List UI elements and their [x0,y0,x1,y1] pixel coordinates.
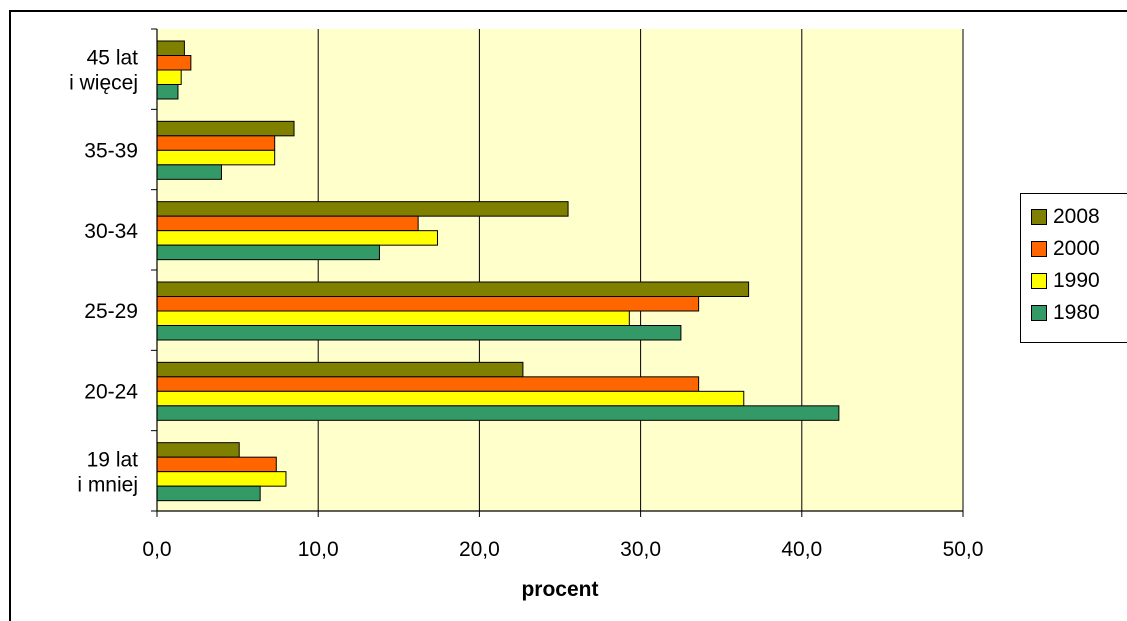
tick-labels: 0,0 10,0 20,0 30,0 40,0 50,0 [142,538,983,561]
bar [156,456,277,473]
bar [156,361,524,378]
category-label-line: 45 lat [87,47,139,70]
bar [156,135,276,151]
x-tick-label: 50,0 [943,538,984,561]
chart-frame [9,10,1127,621]
bar [156,296,700,312]
bar [156,84,179,100]
bar [156,164,222,180]
category-label: 19 lat i mniej [77,448,138,496]
category-label: 25-29 [84,300,138,323]
bar [156,442,240,458]
bar [156,69,182,85]
legend-item-1980: 1980 [1031,300,1100,326]
bar [156,325,682,341]
legend: 2008 2000 1990 1980 [1020,193,1127,343]
bar [156,55,192,71]
legend-swatch [1031,241,1047,257]
x-tick-label: 40,0 [781,538,822,561]
category-label: 20-24 [84,381,138,404]
x-axis-title: procent [521,578,598,601]
legend-label: 1980 [1053,301,1100,324]
category-label-line: 35-39 [84,140,138,163]
category-label: 35-39 [84,140,138,163]
bar [156,281,750,297]
legend-swatch [1031,273,1047,289]
bar [156,201,569,217]
bar [156,149,276,166]
legend-swatch [1031,305,1047,321]
bar [156,485,261,502]
legend-swatch [1031,209,1047,225]
legend-label: 2008 [1053,205,1100,228]
category-label-line: 25-29 [84,300,138,323]
legend-label: 2000 [1053,237,1100,260]
legend-item-1990: 1990 [1031,268,1100,294]
category-label: 45 lat i więcej [69,47,138,95]
bar [156,376,700,392]
legend-label: 1990 [1053,269,1100,292]
x-tick-label: 10,0 [298,538,339,561]
bar [156,310,630,326]
category-label-line: 19 lat [87,448,139,471]
category-label-line: 20-24 [84,381,138,404]
bar [156,120,295,137]
x-tick-label: 30,0 [620,538,661,561]
category-label: 30-34 [84,220,138,243]
category-label-line: 30-34 [84,220,138,243]
legend-item-2008: 2008 [1031,204,1100,230]
bar [156,405,840,421]
x-tick-label: 20,0 [459,538,500,561]
bar [156,471,287,487]
bar [156,40,185,56]
bar [156,244,380,261]
axes [151,28,964,517]
bar [156,215,419,232]
category-label-line: i więcej [69,72,138,95]
gridlines [317,29,964,511]
category-label-line: i mniej [77,473,138,496]
bars [156,40,840,502]
x-tick-label: 0,0 [142,538,171,561]
legend-item-2000: 2000 [1031,236,1100,262]
bar [156,390,745,407]
plot-area [157,29,963,511]
bar [156,230,438,246]
